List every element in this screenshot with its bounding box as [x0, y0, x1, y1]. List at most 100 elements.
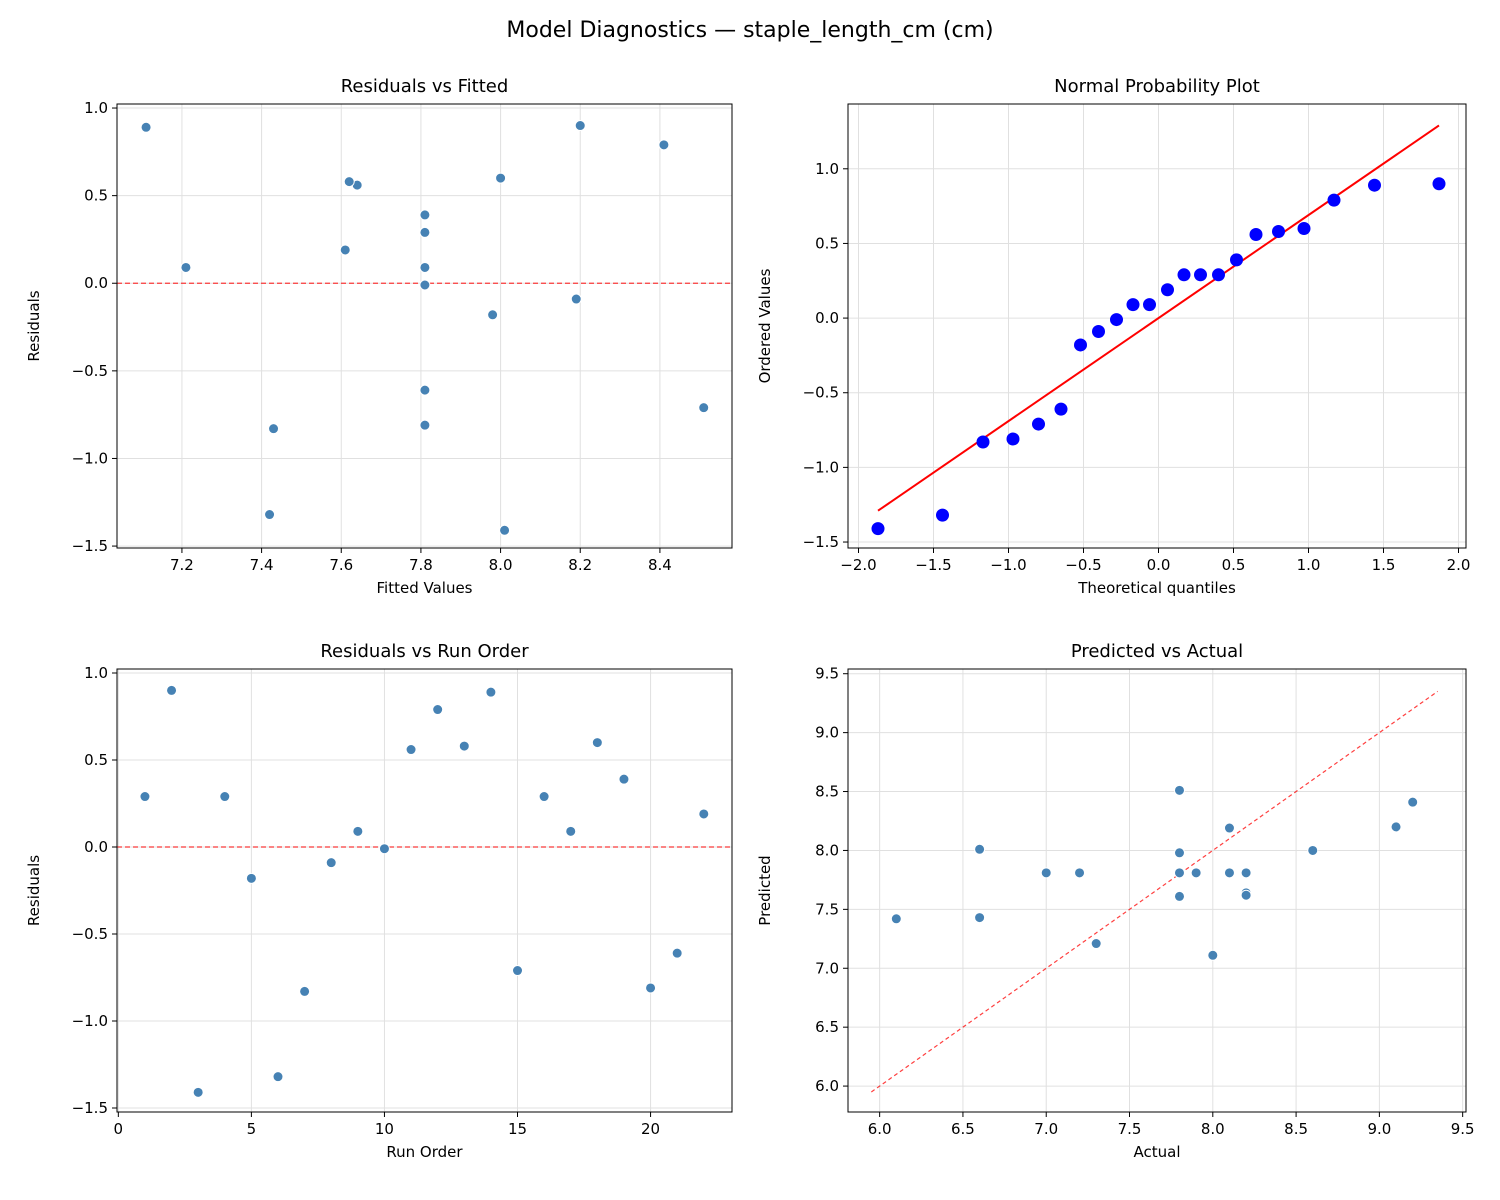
data-point [180, 261, 192, 273]
y-axis-label: Predicted [756, 855, 774, 925]
y-tick-label: 1.0 [84, 99, 108, 117]
identity-reference-line [870, 690, 1439, 1093]
data-point [352, 825, 364, 837]
x-tick-label: 7.5 [1118, 1120, 1142, 1138]
x-tick-label: −1.5 [915, 556, 951, 574]
data-point [936, 508, 949, 522]
subplot-title: Normal Probability Plot [1054, 76, 1260, 97]
data-point [339, 244, 351, 256]
data-point [1223, 822, 1235, 834]
data-point [1297, 222, 1311, 236]
data-point [1090, 938, 1102, 950]
x-tick-label: 0 [114, 1120, 124, 1138]
data-point [299, 985, 311, 997]
x-tick-label: 7.2 [170, 556, 194, 574]
subplot-title: Predicted vs Actual [1071, 641, 1243, 662]
data-point [1074, 338, 1087, 352]
subplot-3: 0 5 10 15 20 −1.5 −1.0 −0.5 0.0 0.5 1.0 Residuals v… [25, 641, 733, 1161]
data-point [1173, 867, 1185, 879]
data-point [325, 857, 337, 869]
data-point [570, 293, 582, 305]
x-tick-label: 9.5 [1451, 1120, 1475, 1138]
x-tick-label: 9.0 [1367, 1120, 1391, 1138]
subplot-title: Residuals vs Run Order [320, 641, 529, 662]
data-point [166, 684, 178, 696]
y-tick-label: 1.0 [84, 664, 108, 682]
data-point [1240, 889, 1252, 901]
data-point [574, 120, 586, 132]
data-point [419, 384, 431, 396]
subplot-4: 6.0 6.5 7.0 7.5 8.0 8.5 9.0 9.5 6.0 6.5 7.0 7.5 8.0 8… [756, 641, 1475, 1161]
y-tick-label: −1.5 [72, 1099, 108, 1117]
data-point [140, 121, 152, 133]
x-tick-label: 8.4 [648, 556, 672, 574]
data-point [1368, 178, 1381, 192]
x-tick-label: 8.0 [489, 556, 513, 574]
data-point [538, 791, 550, 803]
data-point [1173, 784, 1185, 796]
y-tick-label: −1.5 [72, 537, 108, 555]
data-point [890, 913, 902, 925]
y-tick-label: 8.5 [815, 783, 839, 801]
y-axis-label: Residuals [25, 855, 43, 926]
x-tick-label: 20 [641, 1120, 660, 1138]
x-tick-label: 1.0 [1297, 556, 1321, 574]
y-axis-label: Ordered Values [756, 268, 774, 383]
y-tick-label: −1.0 [72, 449, 108, 467]
y-tick-label: 0.5 [84, 751, 108, 769]
data-point [458, 740, 470, 752]
y-tick-label: −1.0 [803, 458, 839, 476]
data-point [405, 744, 417, 756]
x-tick-label: −1.0 [990, 556, 1026, 574]
data-point [192, 1086, 204, 1098]
data-point [1307, 844, 1319, 856]
data-point [1092, 325, 1105, 339]
subplot-2: −2.0 −1.5 −1.0 −0.5 0.0 0.5 1.0 1.5 2.0−1.5−1.0−… [756, 76, 1470, 597]
data-point [1407, 796, 1419, 808]
data-point [1240, 867, 1252, 879]
data-point [1074, 867, 1086, 879]
x-tick-label: 0.0 [1147, 556, 1171, 574]
subplot-title: Residuals vs Fitted [341, 76, 509, 97]
data-point [1177, 268, 1191, 282]
subplot-1: 7.2 7.4 7.6 7.8 8.0 8.2 8.4 −1.5 −1.0 −0.5 0.0 0.5 1… [25, 76, 733, 597]
figure-title: Model Diagnostics — staple_length_cm (cm… [506, 18, 994, 43]
data-point [419, 279, 431, 291]
x-tick-label: −2.0 [840, 556, 876, 574]
y-tick-label: 9.0 [815, 724, 839, 742]
data-point [1126, 298, 1140, 312]
data-point [1054, 402, 1068, 416]
y-tick-label: −0.5 [72, 362, 108, 380]
data-point [671, 947, 683, 959]
data-point [698, 402, 710, 414]
y-tick-label: 6.5 [815, 1018, 839, 1036]
data-point [1327, 193, 1341, 207]
data-point [495, 172, 507, 184]
fit-line [877, 124, 1440, 512]
axes-frame [847, 103, 1467, 549]
data-point [264, 509, 276, 521]
data-point [419, 209, 431, 221]
x-tick-label: 0.5 [1222, 556, 1246, 574]
x-axis-label: Run Order [386, 1143, 463, 1161]
data-point [512, 965, 524, 977]
x-tick-label: 2.0 [1447, 556, 1471, 574]
data-point [1223, 867, 1235, 879]
x-axis-label: Theoretical quantiles [1077, 579, 1236, 597]
data-point [343, 176, 355, 188]
y-tick-label: 9.5 [815, 665, 839, 683]
y-tick-label: −1.5 [803, 533, 839, 551]
data-point [219, 791, 231, 803]
x-tick-label: 7.4 [250, 556, 274, 574]
data-point [1040, 867, 1052, 879]
data-point [1432, 177, 1446, 191]
data-point [1032, 417, 1045, 431]
x-tick-label: 1.5 [1372, 556, 1396, 574]
x-tick-label: 8.2 [568, 556, 592, 574]
data-point [1143, 298, 1156, 312]
y-tick-label: −0.5 [803, 384, 839, 402]
axes-frame [116, 668, 733, 1113]
data-point [487, 309, 499, 321]
y-tick-label: 0.0 [815, 309, 839, 327]
